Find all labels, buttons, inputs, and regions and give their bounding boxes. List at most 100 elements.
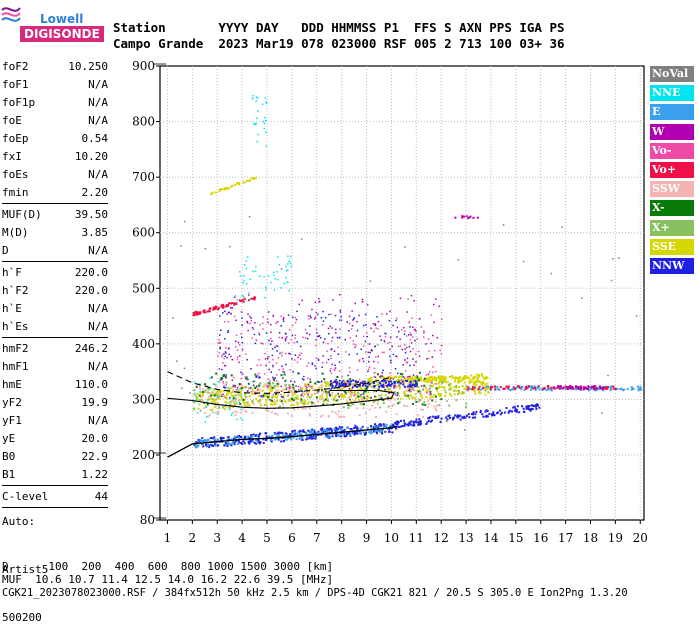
echo-point	[527, 405, 529, 408]
echo-point	[240, 408, 242, 411]
echo-point	[382, 382, 385, 385]
echo-point	[435, 370, 437, 373]
echo-point	[315, 357, 318, 360]
echo-point	[201, 398, 204, 401]
echo-point	[411, 397, 414, 400]
echo-point	[428, 387, 431, 390]
echo-point	[243, 404, 246, 407]
echo-point	[398, 387, 401, 390]
echo-point	[270, 390, 273, 393]
echo-point	[249, 439, 252, 442]
echo-point	[241, 443, 244, 445]
echo-point	[455, 386, 458, 389]
echo-point	[423, 401, 426, 403]
echo-point	[225, 384, 227, 386]
echo-point	[415, 330, 417, 332]
echo-point	[512, 406, 515, 409]
echo-point	[230, 444, 233, 447]
echo-point	[318, 359, 320, 361]
parameter-row: hmE 110.0	[2, 376, 108, 394]
echo-point	[231, 184, 234, 187]
echo-point	[301, 439, 304, 441]
echo-point	[437, 377, 440, 380]
echo-point	[209, 377, 211, 380]
echo-point	[306, 435, 309, 438]
echo-point	[639, 385, 642, 388]
echo-point	[254, 387, 257, 389]
parameter-row: C-level 44	[2, 488, 108, 506]
echo-point	[324, 428, 327, 431]
echo-point	[374, 323, 377, 326]
echo-point	[306, 437, 309, 440]
echo-point	[410, 388, 413, 391]
echo-point	[301, 299, 303, 302]
echo-point	[399, 345, 402, 347]
echo-point	[370, 431, 373, 434]
echo-point	[330, 428, 333, 431]
echo-point	[291, 334, 294, 337]
echo-point	[267, 356, 269, 358]
echo-point	[239, 402, 242, 405]
echo-point	[248, 299, 250, 302]
echo-point	[237, 392, 240, 395]
echo-point	[314, 316, 317, 318]
echo-point	[305, 387, 307, 390]
parameter-label: B0	[2, 450, 16, 463]
echo-point	[374, 324, 376, 327]
echo-point	[432, 334, 434, 337]
echo-point	[277, 438, 280, 441]
echo-point	[321, 429, 324, 431]
echo-point	[321, 361, 324, 364]
echo-point	[360, 381, 363, 384]
echo-point	[329, 325, 331, 328]
echo-point	[392, 376, 395, 379]
echo-point	[606, 387, 609, 389]
echo-point	[320, 427, 323, 430]
echo-point	[620, 387, 623, 390]
echo-point	[308, 413, 311, 415]
echo-point	[375, 378, 378, 381]
lowell-digisonde-logo: Lowell DIGISONDE	[0, 0, 112, 60]
echo-point	[529, 409, 532, 412]
echo-point	[414, 382, 417, 385]
echo-point	[214, 402, 217, 405]
echo-point	[425, 377, 427, 380]
echo-point	[536, 386, 539, 389]
echo-point	[363, 403, 365, 406]
echo-point	[343, 428, 346, 431]
auto-method: Artist5	[2, 563, 49, 576]
echo-point	[373, 375, 375, 378]
echo-point	[198, 385, 201, 388]
echo-point	[437, 392, 440, 395]
echo-point	[360, 393, 362, 396]
echo-point	[296, 341, 298, 343]
echo-point	[432, 395, 435, 398]
echo-point	[271, 395, 274, 398]
echo-point	[270, 281, 272, 284]
echo-point	[514, 388, 517, 391]
x-tick-label: 1	[164, 531, 172, 545]
echo-point	[228, 391, 231, 394]
echo-point	[272, 271, 275, 273]
echo-point	[377, 344, 379, 346]
echo-point	[528, 408, 531, 411]
echo-point	[325, 385, 328, 388]
echo-point	[426, 389, 429, 392]
echo-point	[438, 385, 441, 388]
echo-point	[285, 276, 287, 279]
echo-point	[427, 373, 430, 376]
echo-point	[262, 438, 265, 441]
echo-point	[352, 319, 354, 322]
echo-point	[318, 301, 320, 303]
echo-point	[254, 342, 257, 345]
echo-point	[571, 386, 574, 389]
echo-point	[222, 390, 225, 393]
echo-point	[353, 393, 356, 396]
echo-point	[464, 376, 467, 378]
echo-point	[422, 408, 424, 411]
echo-point	[196, 392, 199, 395]
echo-point	[222, 375, 225, 377]
x-axis-ticks: 1 2 3 4 5 6 7 8 9 10 11 12 13 14 15 16 17 18 19 20	[164, 520, 648, 545]
echo-point	[418, 422, 421, 425]
echo-point	[468, 416, 471, 419]
